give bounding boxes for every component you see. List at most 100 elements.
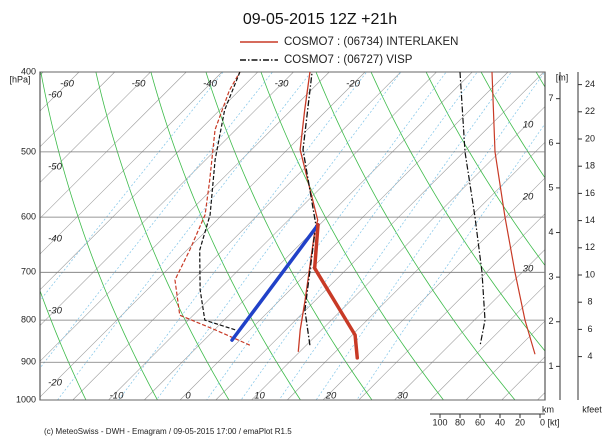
y-tick-label: 900 xyxy=(21,357,36,367)
km-tick-label: 5 xyxy=(548,182,553,192)
kfeet-tick-label: 8 xyxy=(587,297,592,307)
dry-adiabat xyxy=(535,72,545,88)
kfeet-tick-label: 4 xyxy=(587,351,592,361)
mixing-ratio xyxy=(57,72,312,400)
wind-tick-label: 100 xyxy=(432,417,447,427)
isotherm-label: -10 xyxy=(110,391,124,402)
y-tick-label: 1000 xyxy=(16,394,36,404)
km-axis-unit: km xyxy=(542,404,554,414)
isotherm xyxy=(179,72,509,400)
kfeet-tick-label: 24 xyxy=(585,79,595,89)
isotherm xyxy=(40,72,258,291)
isotherm-label: -30 xyxy=(275,79,289,90)
dry-adiabat xyxy=(260,72,444,400)
isotherm-label: -20 xyxy=(346,79,360,90)
adiabat-label: -60 xyxy=(48,90,62,101)
dewpoint-line xyxy=(174,71,251,346)
dry-adiabat xyxy=(480,72,545,179)
isotherm xyxy=(40,72,366,398)
kfeet-tick-label: 20 xyxy=(585,133,595,143)
isotherm xyxy=(40,72,44,76)
y-tick-label: 400 xyxy=(21,66,36,76)
km-axis-label: [m] xyxy=(556,72,569,82)
dry-adiabat xyxy=(0,54,18,407)
dry-adiabat xyxy=(205,72,373,400)
parcel-line xyxy=(230,223,320,342)
dry-adiabat xyxy=(425,72,545,267)
wind-tick-label: 80 xyxy=(455,417,465,427)
isotherm-label: 10 xyxy=(254,391,265,402)
isotherm xyxy=(358,213,545,400)
adiabat-label: -30 xyxy=(48,306,62,317)
isotherm xyxy=(215,72,544,400)
isotherm xyxy=(287,141,545,400)
isotherm-label: -50 xyxy=(132,79,146,90)
isotherm xyxy=(40,72,223,255)
adiabat-label: 10 xyxy=(523,120,534,131)
isotherm xyxy=(0,72,8,400)
temperature-line xyxy=(302,71,317,346)
plot-frame xyxy=(39,71,546,401)
y-tick-label: 500 xyxy=(21,146,36,156)
dewpoint-line xyxy=(199,71,241,331)
wind-tick-label: 20 xyxy=(515,417,525,427)
kfeet-tick-label: 14 xyxy=(585,215,595,225)
adiabat-label: 20 xyxy=(522,192,534,203)
mixing-ratio xyxy=(40,72,273,369)
y-tick-label: 800 xyxy=(21,314,36,324)
mixing-ratio xyxy=(206,72,447,400)
isotherm xyxy=(40,72,115,148)
kfeet-tick-label: 18 xyxy=(585,161,595,171)
wind-speed-line xyxy=(491,71,536,355)
background-grid xyxy=(0,54,612,407)
mixing-ratio xyxy=(315,72,545,400)
legend-label: COSMO7 : (06734) INTERLAKEN xyxy=(284,36,458,48)
wind-tick-label: 40 xyxy=(495,417,505,427)
isotherm xyxy=(40,72,294,326)
kfeet-tick-label: 16 xyxy=(585,188,595,198)
adiabat-label: -50 xyxy=(48,162,62,173)
kfeet-axis-unit: kfeet xyxy=(582,404,602,414)
adiabat-label: -20 xyxy=(48,378,62,389)
y-tick-label: 600 xyxy=(21,212,36,222)
mixing-ratio xyxy=(156,72,402,400)
isotherm xyxy=(322,177,545,400)
kfeet-tick-label: 22 xyxy=(585,106,595,116)
isotherm xyxy=(72,72,401,400)
isotherm xyxy=(465,320,545,400)
kfeet-tick-label: 10 xyxy=(585,269,595,279)
wind-speed-line xyxy=(459,71,486,347)
isotherm xyxy=(394,249,545,400)
isotherm xyxy=(251,106,545,400)
kfeet-tick-label: 12 xyxy=(585,242,595,252)
km-tick-label: 4 xyxy=(548,227,553,237)
km-tick-label: 2 xyxy=(548,316,553,326)
isotherm xyxy=(40,72,187,219)
mixing-ratio xyxy=(240,72,478,400)
dry-adiabat xyxy=(370,72,545,352)
km-tick-label: 6 xyxy=(548,138,553,148)
adiabat-label: 30 xyxy=(523,264,534,275)
isotherm xyxy=(40,72,330,362)
kfeet-tick-label: 6 xyxy=(587,324,592,334)
isotherm xyxy=(430,284,545,400)
parcel-line xyxy=(312,223,360,360)
wind-tick-label: 0 [kt] xyxy=(540,417,560,427)
km-tick-label: 7 xyxy=(548,93,553,103)
km-tick-label: 3 xyxy=(548,272,553,282)
dry-adiabat xyxy=(95,72,230,400)
km-tick-label: 1 xyxy=(548,361,553,371)
mixing-ratio xyxy=(118,72,368,400)
isotherm-label: 20 xyxy=(325,391,337,402)
legend-label: COSMO7 : (06727) VISP xyxy=(284,54,413,66)
y-axis-label: [hPa] xyxy=(9,74,30,84)
isotherm-label: -40 xyxy=(203,79,217,90)
isotherm-label: 0 xyxy=(185,391,191,402)
footer: (c) MeteoSwiss - DWH - Emagram / 09-05-2… xyxy=(44,427,292,436)
isotherm xyxy=(573,72,612,400)
isotherm-label: 30 xyxy=(397,391,408,402)
isotherm xyxy=(40,72,151,183)
wind-tick-label: 60 xyxy=(475,417,485,427)
temperature-line xyxy=(297,71,319,352)
